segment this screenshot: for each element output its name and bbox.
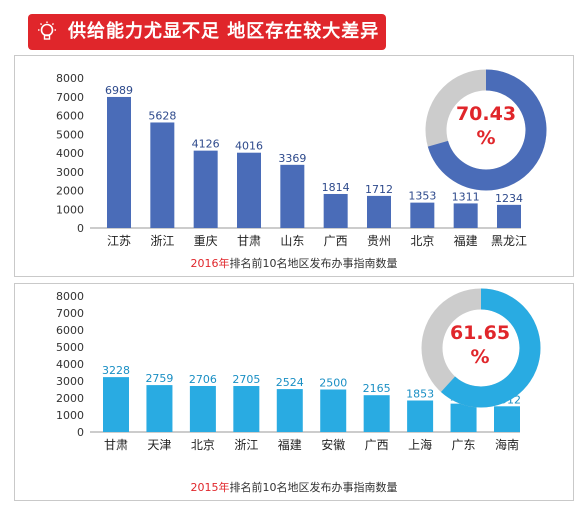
caption-year: 2016年 <box>190 257 230 270</box>
bar <box>103 377 129 432</box>
y-tick-label: 4000 <box>56 147 84 160</box>
x-tick-label: 福建 <box>454 233 478 248</box>
chart-panel-2015: 0 1000 2000 3000 4000 5000 6000 7000 8000 3228 甘肃 2… <box>14 283 574 501</box>
y-tick-label: 6000 <box>56 324 84 337</box>
x-tick-label: 海南 <box>495 437 519 452</box>
x-tick-label: 天津 <box>147 438 171 452</box>
bar-value-label: 1712 <box>365 183 393 196</box>
bar-value-label: 1853 <box>406 387 434 400</box>
bar-value-label: 2500 <box>319 377 347 390</box>
x-tick-label: 上海 <box>408 437 432 452</box>
bar <box>233 386 260 432</box>
bar-value-label: 3369 <box>278 152 306 165</box>
header-banner: 供给能力尤显不足 地区存在较大差异 <box>28 14 386 50</box>
donut-percent-unit: % <box>470 346 490 368</box>
y-tick-label: 0 <box>77 222 84 235</box>
y-tick-label: 1000 <box>56 409 84 422</box>
x-tick-label: 甘肃 <box>104 438 128 452</box>
caption-text: 排名前10名地区发布办事指南数量 <box>229 257 398 270</box>
bar <box>497 204 521 228</box>
bar-chart-2016: 0 1000 2000 3000 4000 5000 6000 7000 8000 6989 江苏 5… <box>56 69 547 248</box>
bar <box>410 202 435 228</box>
y-tick-label: 0 <box>77 426 84 439</box>
x-tick-label: 广西 <box>365 438 389 452</box>
bar-value-label: 6989 <box>105 84 133 97</box>
bar <box>367 195 391 228</box>
x-tick-label: 北京 <box>410 234 434 248</box>
bar-value-label: 3228 <box>102 364 130 377</box>
lightbulb-icon <box>38 21 56 40</box>
chart-caption-2016: 2016年排名前10名地区发布办事指南数量 <box>15 255 573 271</box>
bar-value-label: 1311 <box>452 190 480 203</box>
y-tick-label: 8000 <box>56 72 84 85</box>
bar-value-label: 2524 <box>276 376 304 389</box>
bar <box>237 152 261 228</box>
bar-value-label: 2165 <box>363 382 391 395</box>
chart-panel-2016: 0 1000 2000 3000 4000 5000 6000 7000 8000 6989 江苏 5… <box>14 55 574 277</box>
caption-text: 排名前10名地区发布办事指南数量 <box>229 481 398 494</box>
bar <box>494 406 520 432</box>
y-tick-label: 8000 <box>56 290 84 303</box>
donut-percent-number: 61.65 <box>449 322 511 344</box>
y-tick-label: 3000 <box>56 166 84 179</box>
bar-value-label: 5628 <box>148 109 176 122</box>
y-tick-label: 7000 <box>56 307 84 320</box>
bar <box>453 203 478 228</box>
donut-percent-number: 70.43 <box>455 103 517 125</box>
caption-year: 2015年 <box>190 481 230 494</box>
y-tick-label: 2000 <box>56 185 84 198</box>
bar <box>363 395 390 432</box>
x-tick-label: 黑龙江 <box>491 234 527 248</box>
x-tick-label: 广东 <box>452 438 476 452</box>
donut-percent-label-2016: 70.43 % <box>446 102 526 150</box>
bar <box>323 193 348 228</box>
bar-value-label: 1814 <box>322 181 350 194</box>
x-tick-label: 广西 <box>324 234 348 248</box>
x-tick-label: 贵州 <box>367 234 391 248</box>
y-tick-label: 1000 <box>56 203 84 216</box>
bar-value-label: 4016 <box>235 140 263 153</box>
donut-share-arc <box>425 69 547 191</box>
bar <box>407 400 434 432</box>
x-tick-label: 福建 <box>278 437 302 452</box>
donut-share-arc <box>421 288 541 408</box>
bar <box>150 122 175 228</box>
donut-percent-unit: % <box>476 127 496 149</box>
y-tick-label: 5000 <box>56 128 84 141</box>
bar-value-label: 2705 <box>232 373 260 386</box>
bar-value-label: 1234 <box>495 192 523 205</box>
bar <box>450 403 477 432</box>
y-tick-label: 5000 <box>56 341 84 354</box>
bar <box>107 96 131 228</box>
bar <box>146 385 173 432</box>
x-tick-label: 安徽 <box>321 437 345 452</box>
y-tick-label: 7000 <box>56 91 84 104</box>
x-tick-label: 浙江 <box>234 438 258 452</box>
bar-value-label: 2759 <box>145 372 173 385</box>
x-tick-label: 山东 <box>280 234 304 248</box>
bar <box>189 385 216 432</box>
donut-percent-label-2015: 61.65 % <box>440 321 520 369</box>
x-tick-label: 江苏 <box>107 234 131 248</box>
y-tick-label: 3000 <box>56 375 84 388</box>
bar-value-label: 2706 <box>189 373 217 386</box>
y-tick-label: 6000 <box>56 110 84 123</box>
x-tick-label: 重庆 <box>194 234 218 248</box>
x-tick-label: 北京 <box>191 438 215 452</box>
bar <box>320 389 347 432</box>
banner-title: 供给能力尤显不足 地区存在较大差异 <box>68 21 380 42</box>
bar-chart-2015: 0 1000 2000 3000 4000 5000 6000 7000 8000 3228 甘肃 2… <box>56 288 541 452</box>
bar-value-label: 4126 <box>192 138 220 151</box>
bar <box>280 164 305 228</box>
chart-caption-2015: 2015年排名前10名地区发布办事指南数量 <box>15 479 573 495</box>
y-tick-label: 4000 <box>56 358 84 371</box>
x-tick-label: 甘肃 <box>237 234 261 248</box>
bar-value-label: 1353 <box>408 190 436 203</box>
bar <box>276 389 303 432</box>
y-tick-label: 2000 <box>56 392 84 405</box>
x-tick-label: 浙江 <box>150 234 174 248</box>
bar <box>193 150 218 228</box>
